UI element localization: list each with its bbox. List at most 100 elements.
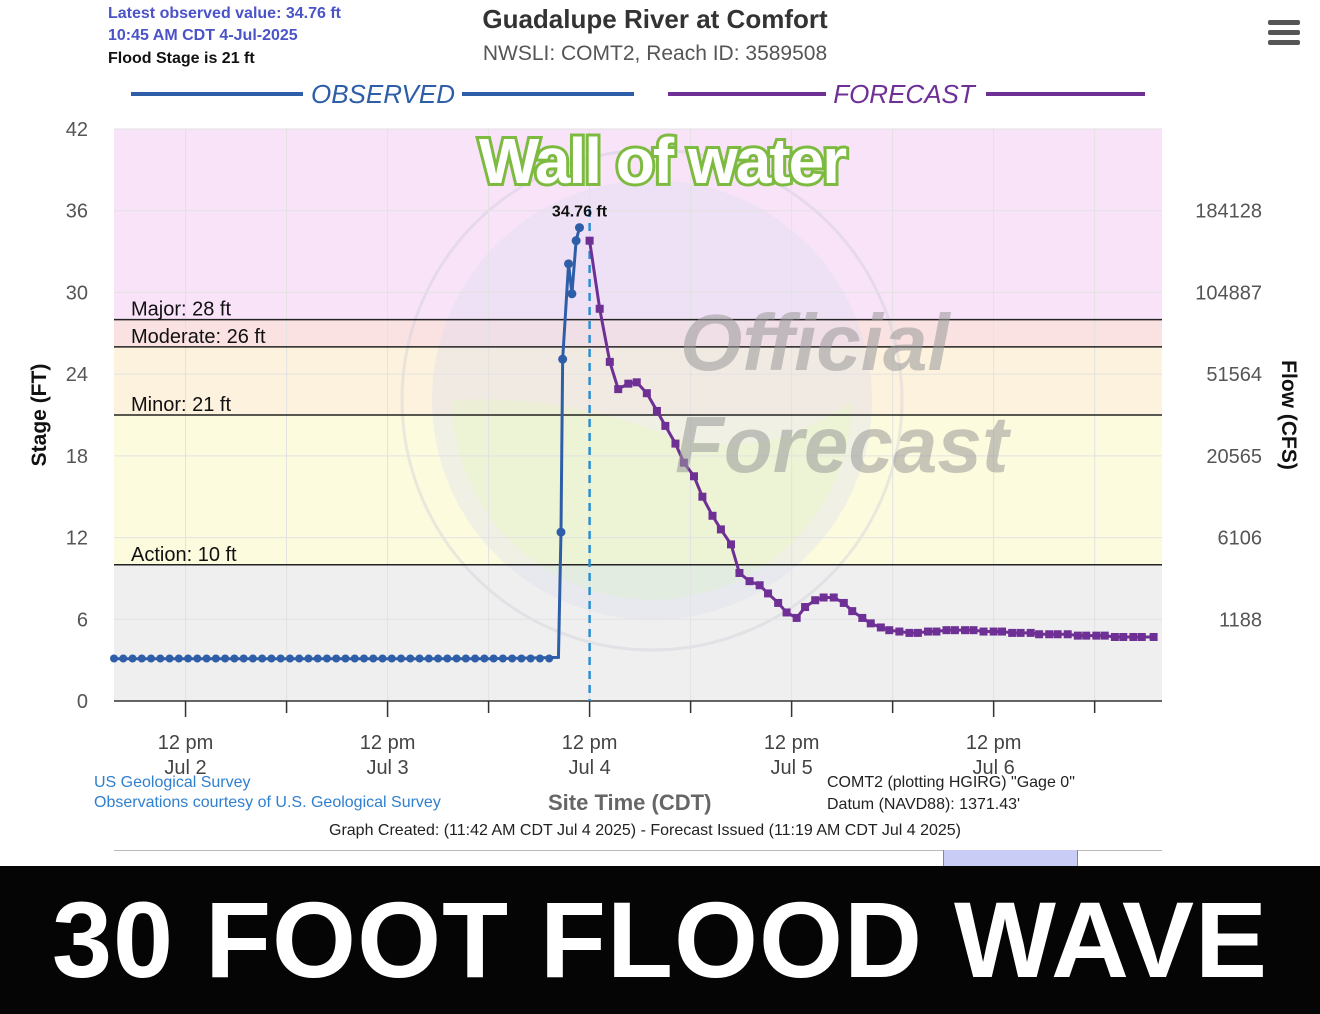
forecast-point [1110,632,1119,641]
forecast-point [679,458,688,467]
hamburger-menu-icon[interactable] [1268,20,1300,46]
forecast-point [595,304,604,313]
forecast-point [801,603,810,612]
hydrograph-chart: Major: 28 ft Moderate: 26 ft Minor: 21 ft A… [28,79,1300,779]
forecast-point [839,598,848,607]
threshold-label: Action: 10 ft [131,544,237,566]
forecast-point [782,608,791,617]
forecast-point [913,628,922,637]
observed-point [508,654,517,663]
x-tick-label-time: 12 pm [966,732,1022,754]
observed-point [452,654,461,663]
observed-point [526,654,535,663]
forecast-point [774,598,783,607]
y-tick-label: 24 [66,364,88,386]
forecast-point [895,627,904,636]
forecast-point [661,421,670,430]
forecast-point [932,627,941,636]
observed-point [443,654,452,663]
observed-point [285,654,294,663]
y-tick-label: 30 [66,282,88,304]
forecast-point [961,626,970,635]
observed-point [137,654,146,663]
y2-tick-label: 104887 [1195,282,1262,304]
observed-point [517,654,526,663]
forecast-point [1008,628,1017,637]
usgs-courtesy-link[interactable]: Observations courtesy of U.S. Geological… [94,794,441,811]
x-tick-label-time: 12 pm [764,732,820,754]
forecast-point [708,511,717,520]
observed-point [313,654,322,663]
forecast-point [819,593,828,602]
flood-stage-note: Flood Stage is 21 ft [108,50,255,67]
datum-info: Datum (NAVD88): 1371.43' [827,796,1021,813]
observed-point [332,654,341,663]
forecast-point [905,628,914,637]
observed-point [119,654,128,663]
threshold-label: Major: 28 ft [131,299,231,321]
observed-point [156,654,165,663]
observed-point [535,654,544,663]
observed-point [221,654,230,663]
observed-point [147,654,156,663]
navigator-selection[interactable] [943,850,1078,866]
forecast-point [1053,630,1062,639]
moderate-flood-band [114,319,1162,347]
forecast-point [829,593,838,602]
observed-point [304,654,313,663]
forecast-point [979,627,988,636]
x-tick-label-date: Jul 2 [164,757,206,779]
flood-wave-banner: 30 FOOT FLOOD WAVE [51,879,1269,1000]
forecast-point [1045,630,1054,639]
forecast-point [624,379,633,388]
forecast-point [755,581,764,590]
forecast-point [1137,632,1146,641]
x-tick-label-date: Jul 5 [770,757,812,779]
forecast-point [614,385,623,394]
navigator-strip[interactable] [114,850,1162,867]
forecast-point [1100,631,1109,640]
y2-axis-title: Flow (CFS) [1277,360,1300,470]
major-flood-band [114,129,1162,320]
forecast-point [885,626,894,635]
forecast-point [632,378,641,387]
y2-tick-label: 184128 [1195,201,1262,223]
observed-point [574,223,584,233]
forecast-point [1035,630,1044,639]
observed-point [397,654,406,663]
forecast-point [1073,631,1082,640]
action-band [114,415,1162,565]
noaa-watermark-ring [400,148,904,652]
observed-point [406,654,415,663]
y2-tick-label: 20565 [1206,446,1262,468]
y2-tick-label: 6106 [1218,528,1263,550]
observed-point [545,654,554,663]
x-tick-label-date: Jul 3 [366,757,408,779]
observed-point [489,654,498,663]
observed-point [424,654,433,663]
observed-point [415,654,424,663]
forecast-point [605,357,614,366]
usgs-link[interactable]: US Geological Survey [94,774,251,791]
observed-point [276,654,285,663]
threshold-label: Minor: 21 ft [131,394,231,416]
wall-of-water-headline: Wall of water [479,125,846,197]
observed-point [341,654,350,663]
observed-point [267,654,276,663]
observed-point [434,654,443,663]
forecast-point [1129,632,1138,641]
forecast-point [1149,632,1158,641]
forecast-point [1026,628,1035,637]
observed-point [110,654,118,663]
observed-point [461,654,470,663]
forecast-point [792,613,801,622]
chart-title: Guadalupe River at Comfort [482,4,828,34]
y-axis-title: Stage (FT) [28,364,51,467]
forecast-label: FORECAST [833,79,977,109]
y-tick-label: 18 [66,446,88,468]
observed-point [322,654,331,663]
threshold-label: Moderate: 26 ft [131,326,266,348]
forecast-point [989,627,998,636]
forecast-point [745,577,754,586]
observed-point [498,654,507,663]
